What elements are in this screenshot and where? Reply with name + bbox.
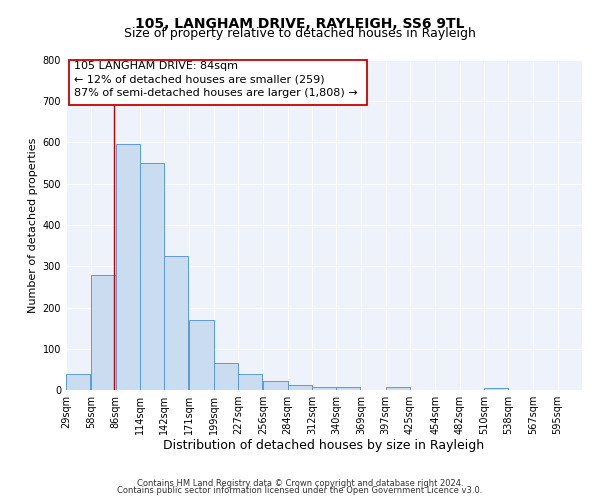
Bar	[140, 162, 164, 390]
Bar	[164, 256, 188, 390]
FancyBboxPatch shape	[70, 60, 367, 106]
Bar	[287, 385, 312, 390]
Text: 105 LANGHAM DRIVE: 84sqm
← 12% of detached houses are smaller (259)
87% of semi-: 105 LANGHAM DRIVE: 84sqm ← 12% of detach…	[74, 61, 358, 98]
Bar	[484, 388, 508, 390]
X-axis label: Distribution of detached houses by size in Rayleigh: Distribution of detached houses by size …	[163, 438, 485, 452]
Bar	[116, 144, 140, 390]
Bar	[214, 363, 238, 390]
Bar	[190, 320, 214, 390]
Bar	[336, 386, 361, 390]
Text: Contains HM Land Registry data © Crown copyright and database right 2024.: Contains HM Land Registry data © Crown c…	[137, 478, 463, 488]
Text: Size of property relative to detached houses in Rayleigh: Size of property relative to detached ho…	[124, 28, 476, 40]
Bar	[386, 387, 410, 390]
Bar	[66, 374, 91, 390]
Bar	[312, 386, 336, 390]
Bar	[263, 382, 287, 390]
Text: 105, LANGHAM DRIVE, RAYLEIGH, SS6 9TL: 105, LANGHAM DRIVE, RAYLEIGH, SS6 9TL	[135, 18, 465, 32]
Y-axis label: Number of detached properties: Number of detached properties	[28, 138, 38, 312]
Bar	[238, 374, 262, 390]
Text: Contains public sector information licensed under the Open Government Licence v3: Contains public sector information licen…	[118, 486, 482, 495]
Bar	[91, 274, 116, 390]
